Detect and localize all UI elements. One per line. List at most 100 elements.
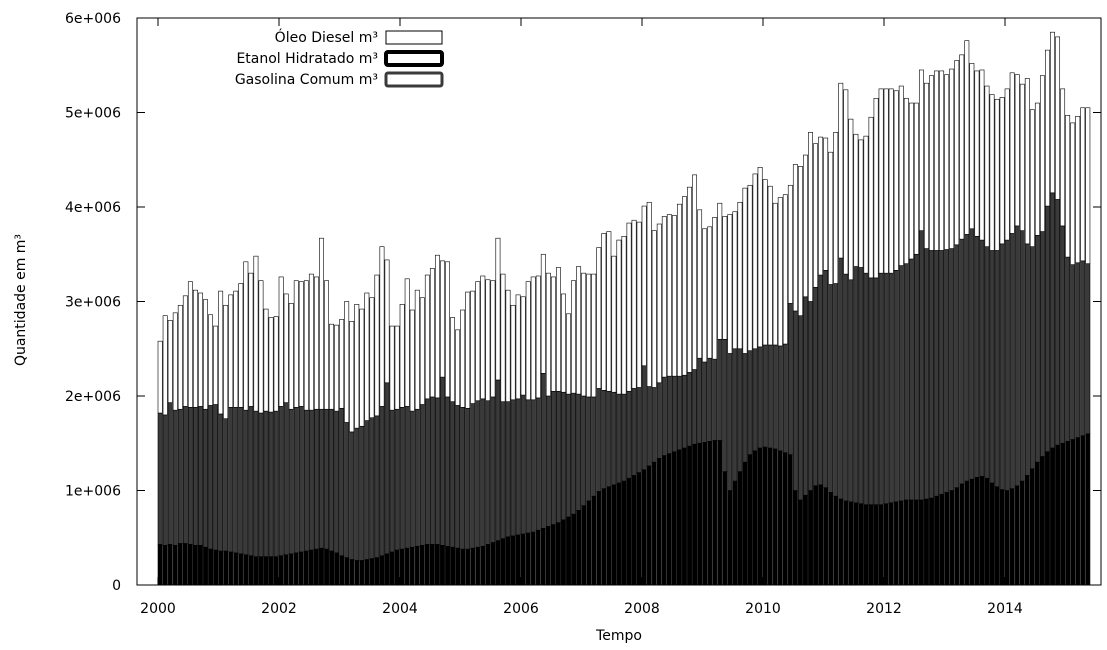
bar-gasolina: [737, 348, 743, 472]
bar-etanol: [939, 493, 945, 586]
bar-etanol: [394, 549, 400, 586]
bar-etanol: [797, 499, 803, 586]
bar-gasolina: [465, 407, 471, 550]
bar-diesel: [661, 216, 667, 378]
bar-etanol: [712, 440, 718, 586]
bar-gasolina: [253, 410, 259, 557]
bar-etanol: [329, 550, 335, 586]
bar-etanol: [671, 451, 677, 586]
bar-gasolina: [898, 265, 904, 502]
bar-gasolina: [283, 402, 289, 556]
bar-etanol: [535, 529, 541, 586]
bar-etanol: [414, 545, 420, 586]
bar-etanol: [954, 487, 960, 586]
bar-diesel: [258, 280, 264, 414]
bar-diesel: [182, 295, 188, 407]
bar-etanol: [1014, 485, 1020, 586]
bar-diesel: [354, 304, 360, 429]
bar-etanol: [369, 558, 375, 586]
bar-diesel: [364, 292, 370, 421]
bar-diesel: [167, 320, 173, 403]
bar-diesel: [1065, 115, 1071, 258]
x-tick-label: 2010: [745, 601, 781, 617]
bar-diesel: [313, 276, 319, 410]
bar-gasolina: [601, 390, 607, 489]
bar-diesel: [187, 281, 193, 408]
bar-etanol: [591, 495, 597, 586]
bar-gasolina: [666, 375, 672, 454]
bar-diesel: [1039, 75, 1045, 232]
bar-diesel: [692, 174, 698, 370]
legend-item-diesel: Óleo Diesel m³: [275, 28, 443, 46]
bar-diesel: [782, 194, 788, 345]
bar-etanol: [898, 500, 904, 586]
bar-etanol: [319, 547, 324, 586]
bar-diesel: [833, 132, 839, 284]
bar-gasolina: [1055, 199, 1061, 446]
bar-etanol: [737, 471, 743, 586]
bar-gasolina: [1080, 260, 1086, 436]
bar-etanol: [964, 480, 970, 586]
legend: Óleo Diesel m³ Etanol Hidratado m³ Gasol…: [235, 28, 444, 88]
bar-diesel: [1080, 107, 1086, 262]
bar-diesel: [298, 281, 304, 407]
legend-swatch-diesel: [385, 30, 443, 45]
bar-gasolina: [167, 402, 173, 545]
bar-gasolina: [631, 388, 637, 476]
bar-etanol: [792, 490, 798, 586]
bar-diesel: [450, 317, 456, 402]
bar-gasolina: [566, 393, 571, 518]
bar-etanol: [571, 513, 577, 586]
bar-gasolina: [208, 405, 214, 550]
bar-diesel: [934, 70, 940, 251]
x-tick-label: 2002: [261, 601, 297, 617]
bar-diesel: [687, 186, 692, 373]
bar-gasolina: [364, 420, 370, 560]
bar-etanol: [177, 543, 183, 586]
bar-gasolina: [687, 372, 692, 447]
bar-etanol: [288, 553, 294, 586]
bar-diesel: [535, 275, 541, 399]
bar-gasolina: [813, 287, 819, 487]
bar-etanol: [561, 519, 566, 586]
bar-diesel: [172, 312, 178, 411]
bar-gasolina: [676, 375, 682, 451]
bar-gasolina: [929, 250, 934, 499]
bar-etanol: [364, 559, 370, 586]
bar-gasolina: [596, 388, 602, 492]
bar-gasolina: [218, 413, 224, 552]
bar-etanol: [661, 455, 667, 586]
bar-gasolina: [520, 394, 526, 535]
bar-diesel: [697, 209, 703, 359]
bar-etanol: [460, 548, 466, 586]
bar-gasolina: [1075, 262, 1081, 438]
legend-item-etanol: Etanol Hidratado m³: [236, 50, 444, 67]
bar-gasolina: [555, 390, 561, 523]
bar-gasolina: [490, 396, 496, 543]
bar-gasolina: [545, 395, 551, 527]
bar-diesel: [813, 143, 819, 288]
bar-etanol: [157, 544, 163, 586]
bar-gasolina: [187, 407, 193, 545]
bar-gasolina: [455, 405, 461, 549]
bar-etanol: [929, 497, 934, 586]
bar-gasolina: [223, 418, 229, 552]
bar-diesel: [515, 294, 521, 400]
bar-etanol: [1055, 444, 1061, 586]
bar-gasolina: [505, 401, 511, 538]
bar-etanol: [374, 557, 380, 586]
bar-etanol: [666, 453, 672, 586]
bar-gasolina: [883, 272, 889, 505]
bar-gasolina: [767, 344, 773, 449]
bar-diesel: [586, 273, 592, 398]
bar-diesel: [192, 289, 198, 408]
bar-gasolina: [293, 407, 299, 554]
legend-label-diesel: Óleo Diesel m³: [275, 28, 378, 46]
bar-diesel: [424, 274, 430, 400]
bar-gasolina: [278, 406, 284, 557]
bar-diesel: [737, 201, 743, 350]
x-tick-label: 2006: [503, 601, 539, 617]
bar-gasolina: [510, 399, 516, 537]
bar-etanol: [228, 551, 234, 586]
bar-gasolina: [853, 266, 859, 504]
